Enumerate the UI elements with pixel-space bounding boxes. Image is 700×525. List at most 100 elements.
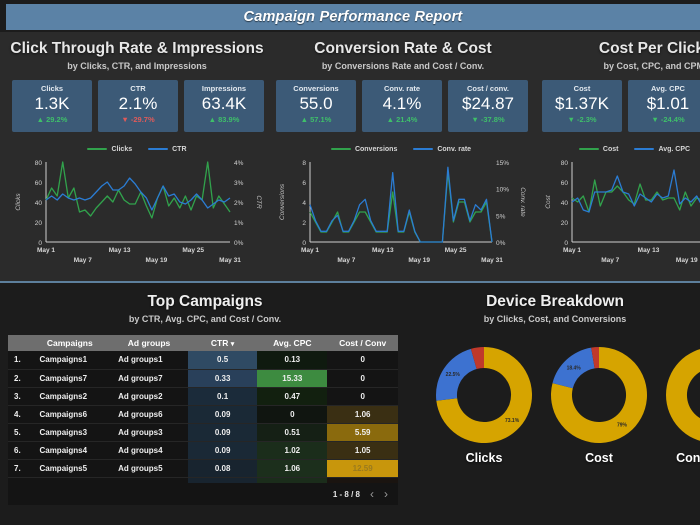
svg-text:Conversions: Conversions [279,183,286,220]
chart-conversions-convrate[interactable]: Conversions Conv. rate 0 2 4 6 8 0% 5% 10% 15% Ma… [276,142,526,272]
donut-conversions[interactable]: 48.1% [662,343,700,447]
cell-cost-conv: 0 [327,369,398,388]
svg-text:May 19: May 19 [676,257,698,264]
svg-text:79%: 79% [617,423,628,429]
panel-subtitle: by Conversions Rate and Cost / Conv. [321,61,485,71]
panel-cost-per-click: Cost Per Click by Cost, CPC, and CPM Cos… [538,32,700,281]
table-row[interactable]: 5. Campaigns3 Ad groups3 0.09 0.51 5.59 [8,423,398,442]
svg-text:40: 40 [35,200,43,207]
section-title: Device Breakdown [486,293,624,310]
svg-text:May 13: May 13 [372,247,394,254]
scorecard-conv-rate[interactable]: Conv. rate 4.1% ▲ 21.4% [362,80,442,132]
donut-label-conversions: Conversions [676,451,700,465]
cell-adgroup: Ad groups4 [110,441,188,460]
table-row[interactable]: 4. Campaigns6 Ad groups6 0.09 0 1.06 [8,405,398,424]
scorecard-delta: ▼ -37.8% [471,115,505,124]
donut-label-clicks: Clicks [465,451,503,465]
cell-cpc: 1.06 [257,459,328,478]
table-body: 1. Campaigns1 Ad groups1 0.5 0.13 0 2. C… [8,351,398,496]
prev-page-icon[interactable]: ‹ [370,487,374,501]
table-row[interactable]: 1. Campaigns1 Ad groups1 0.5 0.13 0 [8,351,398,370]
cell-ctr: 0.09 [187,405,258,424]
svg-text:May 7: May 7 [337,257,355,264]
svg-text:May 31: May 31 [481,257,503,264]
row-index: 7. [8,459,30,478]
scorecard-label: Cost / conv. [467,84,509,93]
bottom-region: Top Campaigns by CTR, Avg. CPC, and Cost… [0,283,700,525]
donut-cost[interactable]: 79% 18.4% [547,343,651,447]
donut-svg-clicks: 73.1% 22.5% [436,347,532,443]
cell-campaign: Campaigns4 [29,441,111,460]
cell-adgroup: Ad groups2 [110,387,188,406]
col-ad-groups[interactable]: Ad groups [110,335,188,351]
svg-text:8: 8 [302,160,306,167]
donut-svg-cost: 79% 18.4% [551,347,647,443]
svg-text:May 1: May 1 [301,247,319,254]
section-divider [0,281,700,283]
svg-text:80: 80 [561,160,569,167]
scorecard-clicks[interactable]: Clicks 1.3K ▲ 29.2% [12,80,92,132]
section-subtitle: by CTR, Avg. CPC, and Cost / Conv. [128,314,282,324]
cell-adgroup: Ad groups6 [110,405,188,424]
svg-text:40: 40 [561,200,569,207]
col-avg-cpc[interactable]: Avg. CPC [257,335,328,351]
cell-campaign: Campaigns2 [29,387,111,406]
col-index[interactable] [8,335,30,351]
table-row[interactable]: 3. Campaigns2 Ad groups2 0.1 0.47 0 [8,387,398,406]
scorecard-value: 4.1% [382,94,422,113]
scorecard-label: Clicks [40,84,64,93]
panel-title: Click Through Rate & Impressions [10,40,264,57]
section-title: Top Campaigns [147,293,263,310]
scorecard-cost-per-conv[interactable]: Cost / conv. $24.87 ▼ -37.8% [448,80,528,132]
col-cost-conv[interactable]: Cost / Conv [327,335,398,351]
scorecard-avg-cpc[interactable]: Avg. CPC $1.01 ▼ -24.4% [628,80,700,132]
chart-cost-avgcpc[interactable]: Cost Avg. CPC 0 20 40 60 80 May 1 May 7 May 13 M… [542,142,700,272]
table-row[interactable]: 6. Campaigns4 Ad groups4 0.09 1.02 1.05 [8,441,398,460]
scorecard-cost[interactable]: Cost $1.37K ▼ -2.3% [542,80,622,132]
svg-text:3%: 3% [234,180,244,187]
scorecard-ctr[interactable]: CTR 2.1% ▼ -29.7% [98,80,178,132]
scorecard-delta: ▼ -2.3% [567,115,597,124]
svg-text:73.1%: 73.1% [505,418,520,424]
legend-item: Conversions [330,146,397,153]
svg-text:Conv. rate: Conv. rate [519,187,526,217]
campaigns-table[interactable]: Campaigns Ad groups CTR ▾ Avg. CPC Cost … [8,335,398,496]
row-index: 3. [8,387,30,406]
svg-text:2: 2 [302,220,306,227]
cell-cost-conv: 1.05 [327,441,398,460]
cell-adgroup: Ad groups7 [110,369,188,388]
table-row[interactable]: 7. Campaigns5 Ad groups5 0.08 1.06 12.59 [8,459,398,478]
row-index: 5. [8,423,30,442]
donut-label-cost: Cost [585,451,613,465]
cell-ctr: 0.09 [187,423,258,442]
next-page-icon[interactable]: › [384,487,388,501]
cell-cost-conv: 5.59 [327,423,398,442]
col-ctr[interactable]: CTR ▾ [187,335,258,351]
sort-descending-icon: ▾ [230,341,235,348]
scorecard-conversions[interactable]: Conversions 55.0 ▲ 57.1% [276,80,356,132]
svg-text:6: 6 [302,180,306,187]
chart-svg-conversions: 0 2 4 6 8 0% 5% 10% 15% May 1 May 7 May 13 May 19 May… [279,160,526,264]
scorecard-group: Cost $1.37K ▼ -2.3% Avg. CPC $1.01 ▼ -24… [542,80,700,132]
svg-text:20: 20 [561,220,569,227]
scorecard-label: CTR [130,84,146,93]
table-row[interactable]: 2. Campaigns7 Ad groups7 0.33 15.33 0 [8,369,398,388]
svg-text:May 25: May 25 [182,247,204,254]
cell-cpc: 1.02 [257,441,328,460]
donut-clicks[interactable]: 73.1% 22.5% [432,343,536,447]
svg-text:0%: 0% [496,240,506,247]
scorecard-impressions[interactable]: Impressions 63.4K ▲ 83.9% [184,80,264,132]
scorecard-group: Clicks 1.3K ▲ 29.2% CTR 2.1% ▼ -29.7% Im… [12,80,264,132]
col-campaigns[interactable]: Campaigns [29,335,111,351]
cell-cpc: 0.47 [257,387,328,406]
page-title: Campaign Performance Report [243,9,463,25]
scorecard-label: Impressions [201,84,247,93]
scorecard-label: Conv. rate [383,84,421,93]
cell-cost-conv: 12.59 [327,459,398,478]
scorecard-value: $24.87 [462,94,514,113]
chart-clicks-ctr[interactable]: Clicks CTR 0 20 40 60 80 0% 1% 2% 3% 4% May 1 May 7… [12,142,262,272]
top-metrics-region: Click Through Rate & Impressions by Clic… [0,32,700,281]
report-title-bar: Campaign Performance Report [6,4,700,30]
svg-text:May 19: May 19 [408,257,430,264]
